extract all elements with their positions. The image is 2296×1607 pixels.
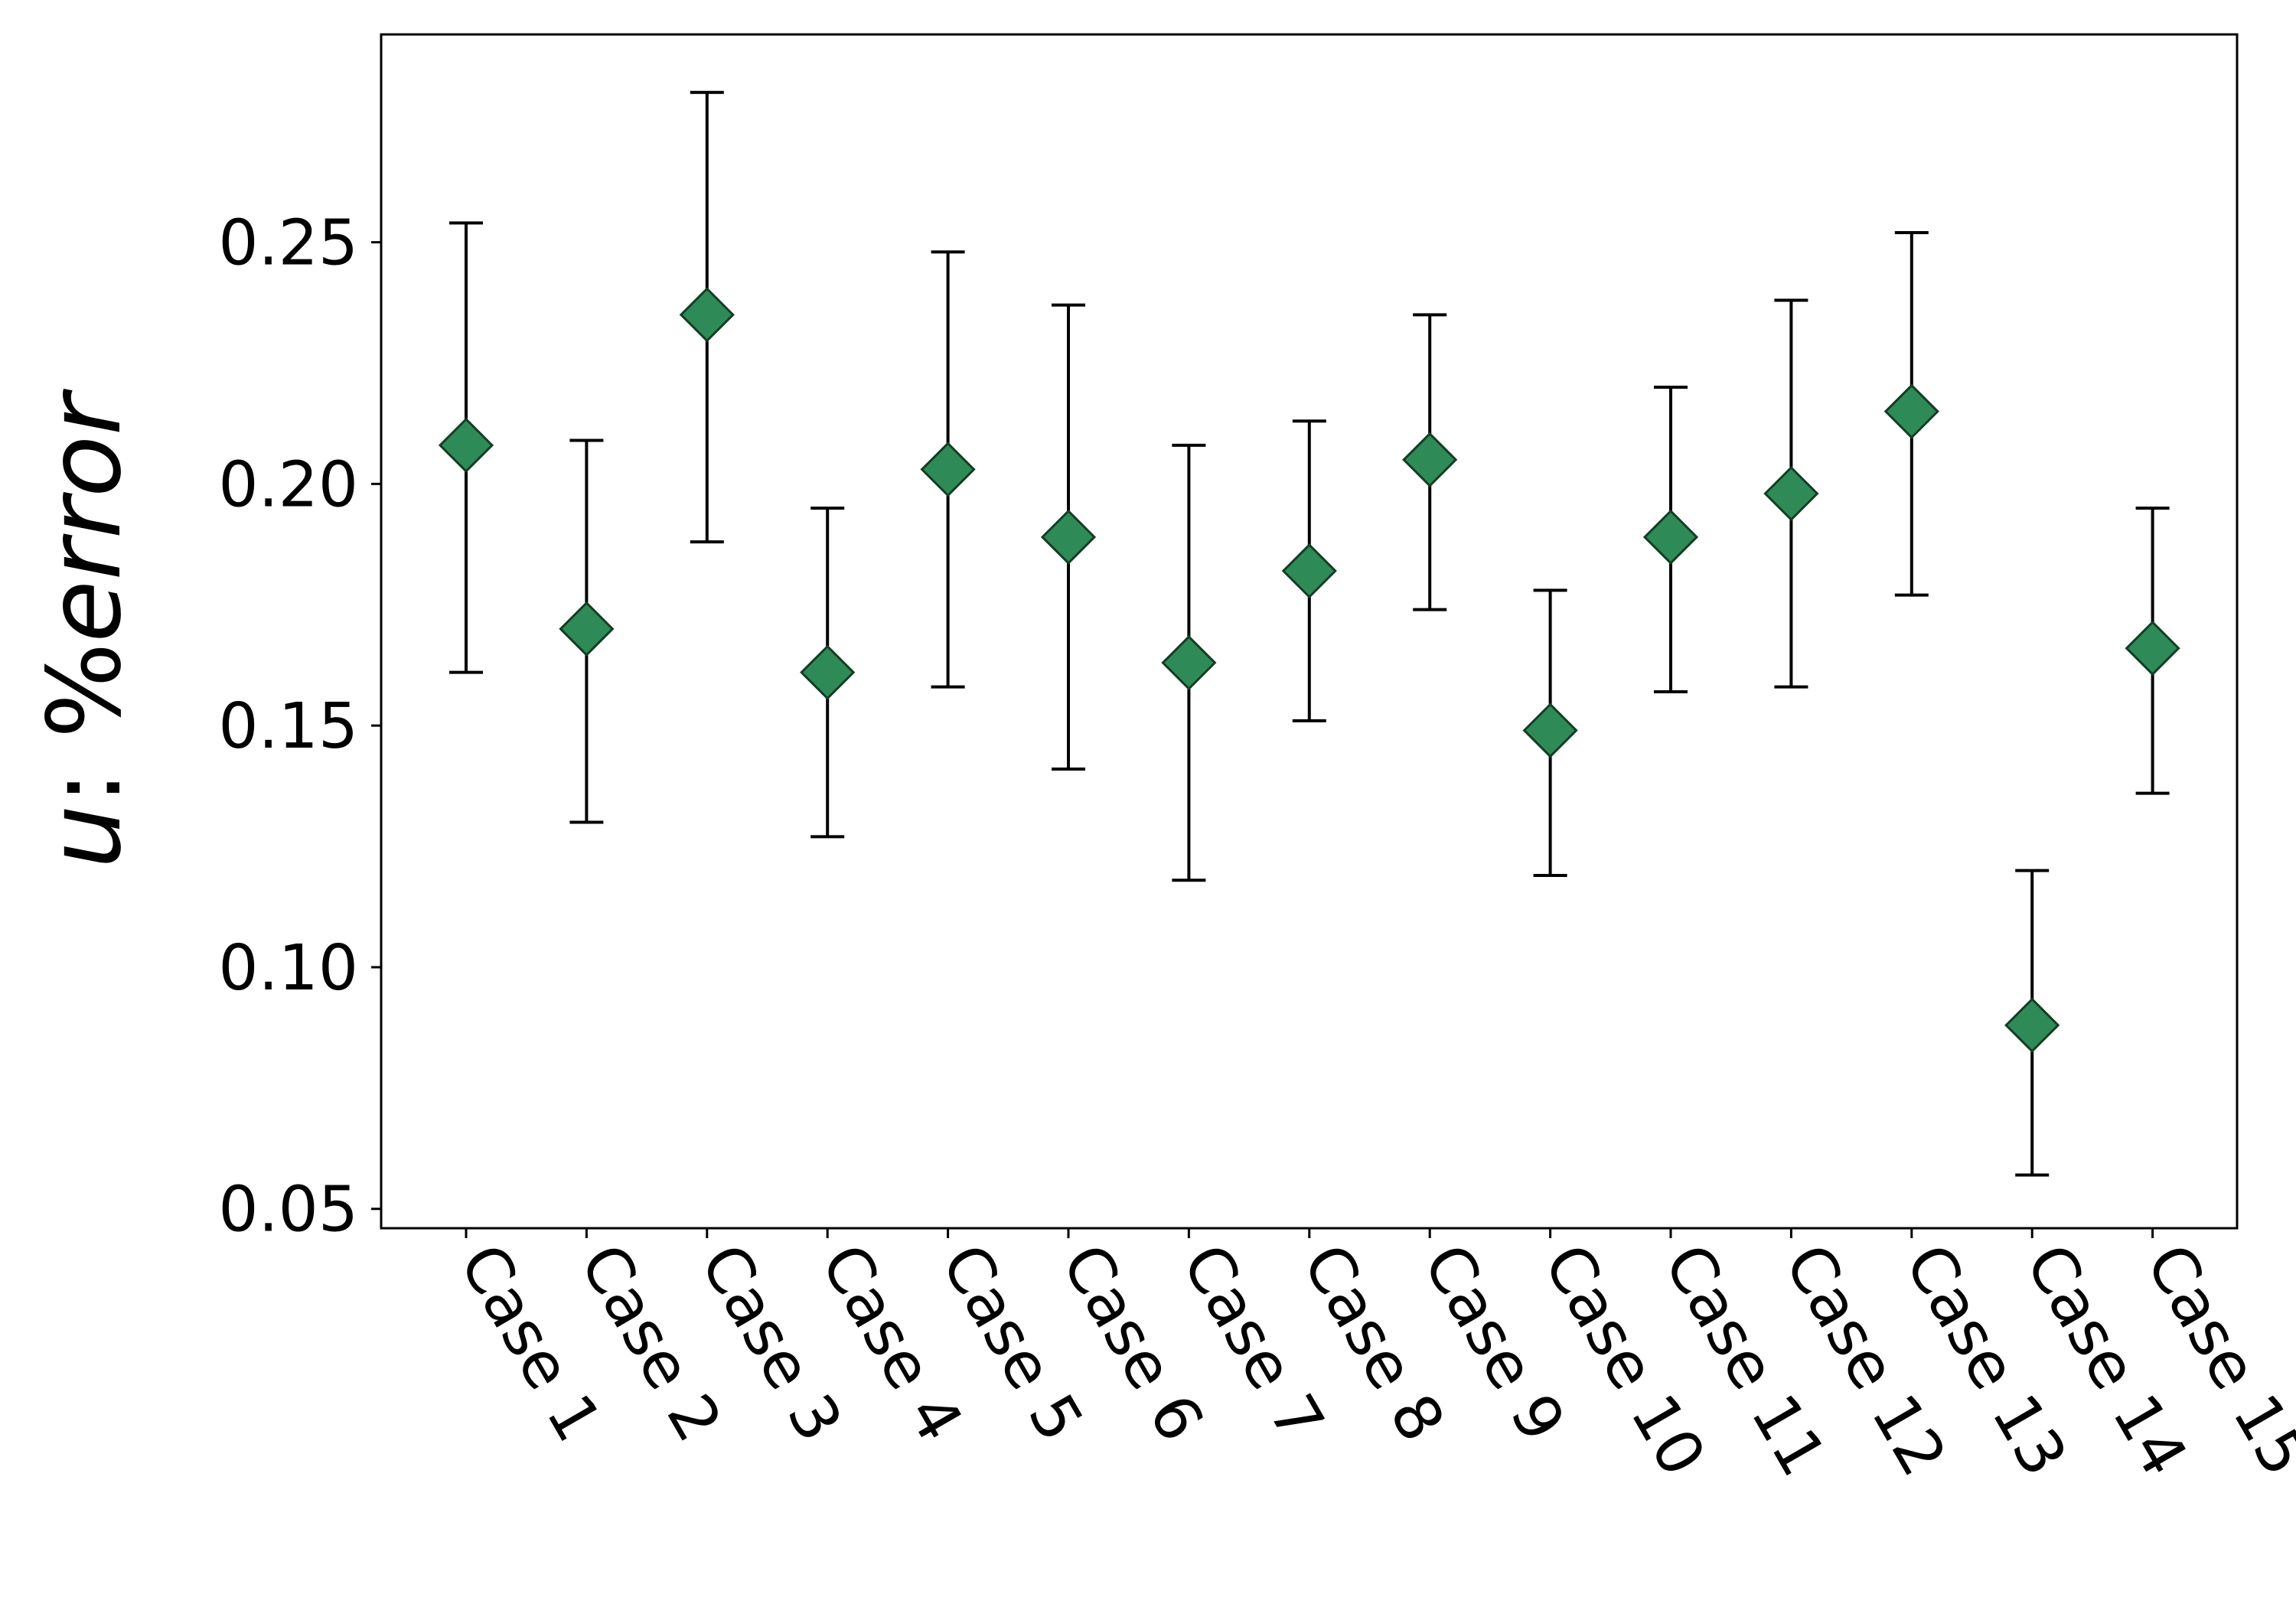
y-axis-label-variable: u xyxy=(26,804,144,869)
data-point xyxy=(1883,383,1939,439)
y-tick-label: 0.25 xyxy=(218,207,358,280)
data-point xyxy=(1522,702,1578,758)
y-tick-label: 0.05 xyxy=(218,1174,358,1247)
y-tick-label: 0.20 xyxy=(218,448,358,521)
data-point xyxy=(920,442,976,497)
y-axis-label-error: error xyxy=(26,388,144,643)
y-tick-label: 0.10 xyxy=(218,932,358,1005)
data-point xyxy=(1402,432,1458,487)
y-axis-label-text: : % xyxy=(26,643,144,805)
marker-layer xyxy=(438,287,2180,1053)
y-tick-label: 0.15 xyxy=(218,690,358,763)
data-point xyxy=(2125,620,2180,676)
data-point xyxy=(1642,509,1699,565)
data-point xyxy=(800,644,856,700)
data-point xyxy=(679,287,735,343)
data-point xyxy=(2004,997,2060,1053)
data-point xyxy=(1161,634,1217,691)
y-axis-label: u: %error xyxy=(26,388,144,869)
errorbar-layer xyxy=(449,90,2170,1177)
data-point xyxy=(438,417,494,473)
data-point xyxy=(1763,465,1819,522)
data-point xyxy=(1281,543,1337,599)
data-point xyxy=(1040,509,1097,565)
y-axis: 0.05 0.10 0.15 0.20 0.25 xyxy=(218,207,381,1247)
data-point xyxy=(559,601,615,657)
